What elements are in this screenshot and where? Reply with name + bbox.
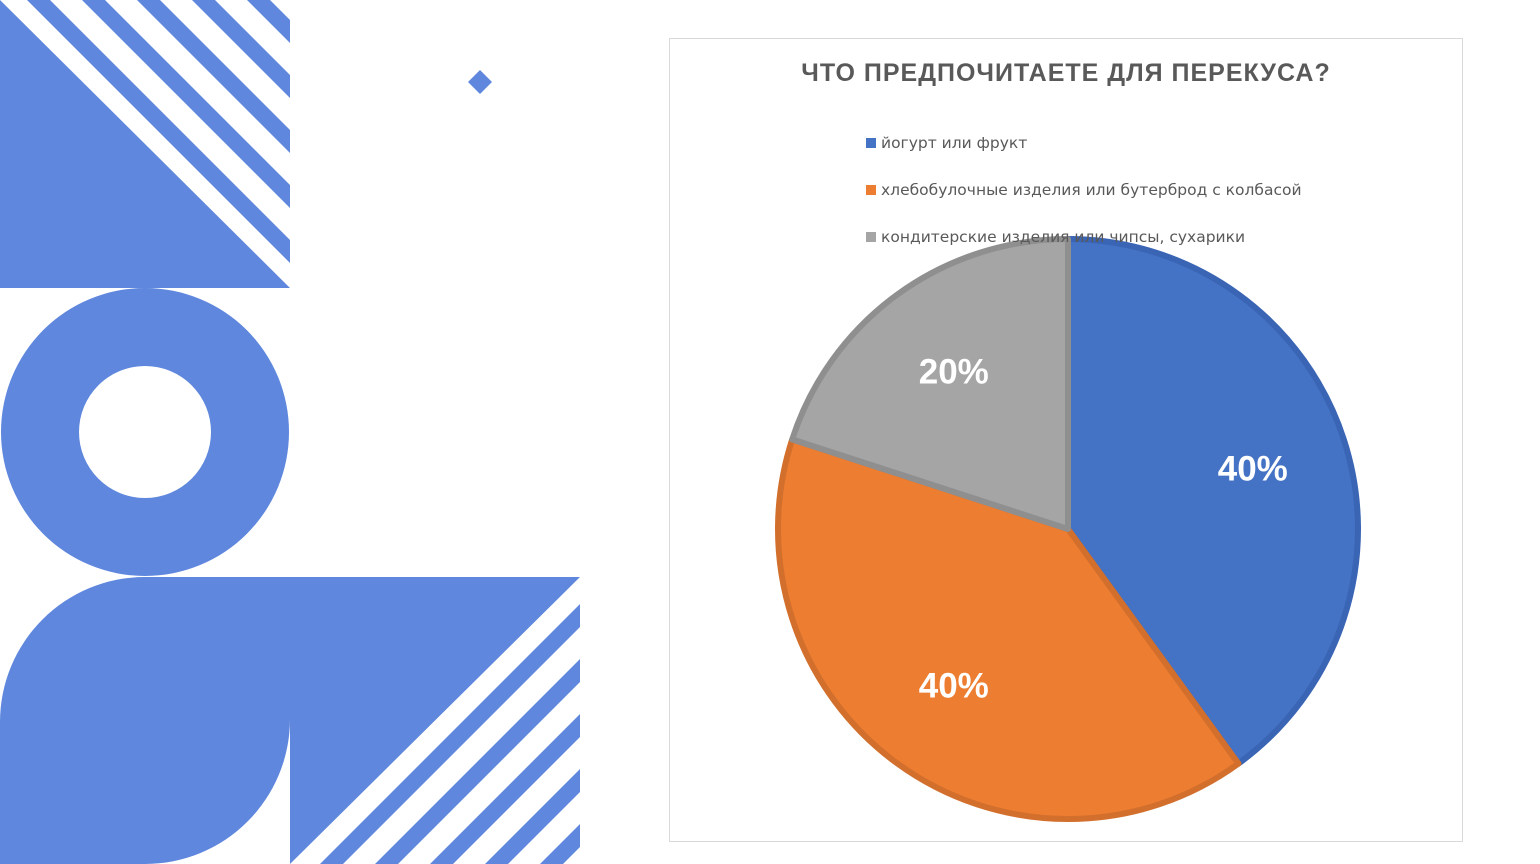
- leaf-shape: [0, 577, 290, 864]
- chart-legend: йогурт или фрукт хлебобулочные изделия и…: [866, 119, 1302, 260]
- legend-item-bakery-sandwich: хлебобулочные изделия или бутерброд с ко…: [866, 166, 1302, 213]
- legend-swatch-confectionery-chips: [866, 231, 876, 242]
- legend-label-confectionery-chips: кондитерские изделия или чипсы, сухарики: [881, 227, 1246, 246]
- legend-item-confectionery-chips: кондитерские изделия или чипсы, сухарики: [866, 213, 1302, 260]
- pie-slice-yogurt-fruit: [1065, 236, 1361, 767]
- data-label-bakery-sandwich: 40%: [919, 667, 989, 706]
- diamond-shape: [468, 70, 492, 94]
- data-label-confectionery-chips: 20%: [919, 352, 989, 391]
- legend-swatch-bakery-sandwich: [866, 184, 876, 195]
- chart-title: ЧТО ПРЕДПОЧИТАЕТЕ ДЛЯ ПЕРЕКУСА?: [801, 59, 1331, 87]
- striped-triangle-bottom: [290, 577, 580, 864]
- pie-slice-confectionery-chips: [789, 236, 1071, 532]
- legend-item-yogurt-fruit: йогурт или фрукт: [866, 119, 1302, 166]
- striped-triangle-top: [0, 0, 290, 288]
- pie-chart: 40% 40% 20%: [775, 236, 1361, 822]
- chart-area: 40% 40% 20% ЧТО ПРЕДПОЧИТАЕТЕ ДЛЯ ПЕРЕКУСА…: [669, 38, 1463, 842]
- legend-label-yogurt-fruit: йогурт или фрукт: [881, 133, 1028, 152]
- ring-shape: [1, 288, 289, 576]
- decorative-shapes: [0, 0, 580, 864]
- legend-swatch-yogurt-fruit: [866, 137, 876, 148]
- legend-label-bakery-sandwich: хлебобулочные изделия или бутерброд с ко…: [881, 180, 1302, 199]
- data-label-yogurt-fruit: 40%: [1218, 449, 1288, 488]
- pie-slice-bakery-sandwich: [775, 436, 1242, 822]
